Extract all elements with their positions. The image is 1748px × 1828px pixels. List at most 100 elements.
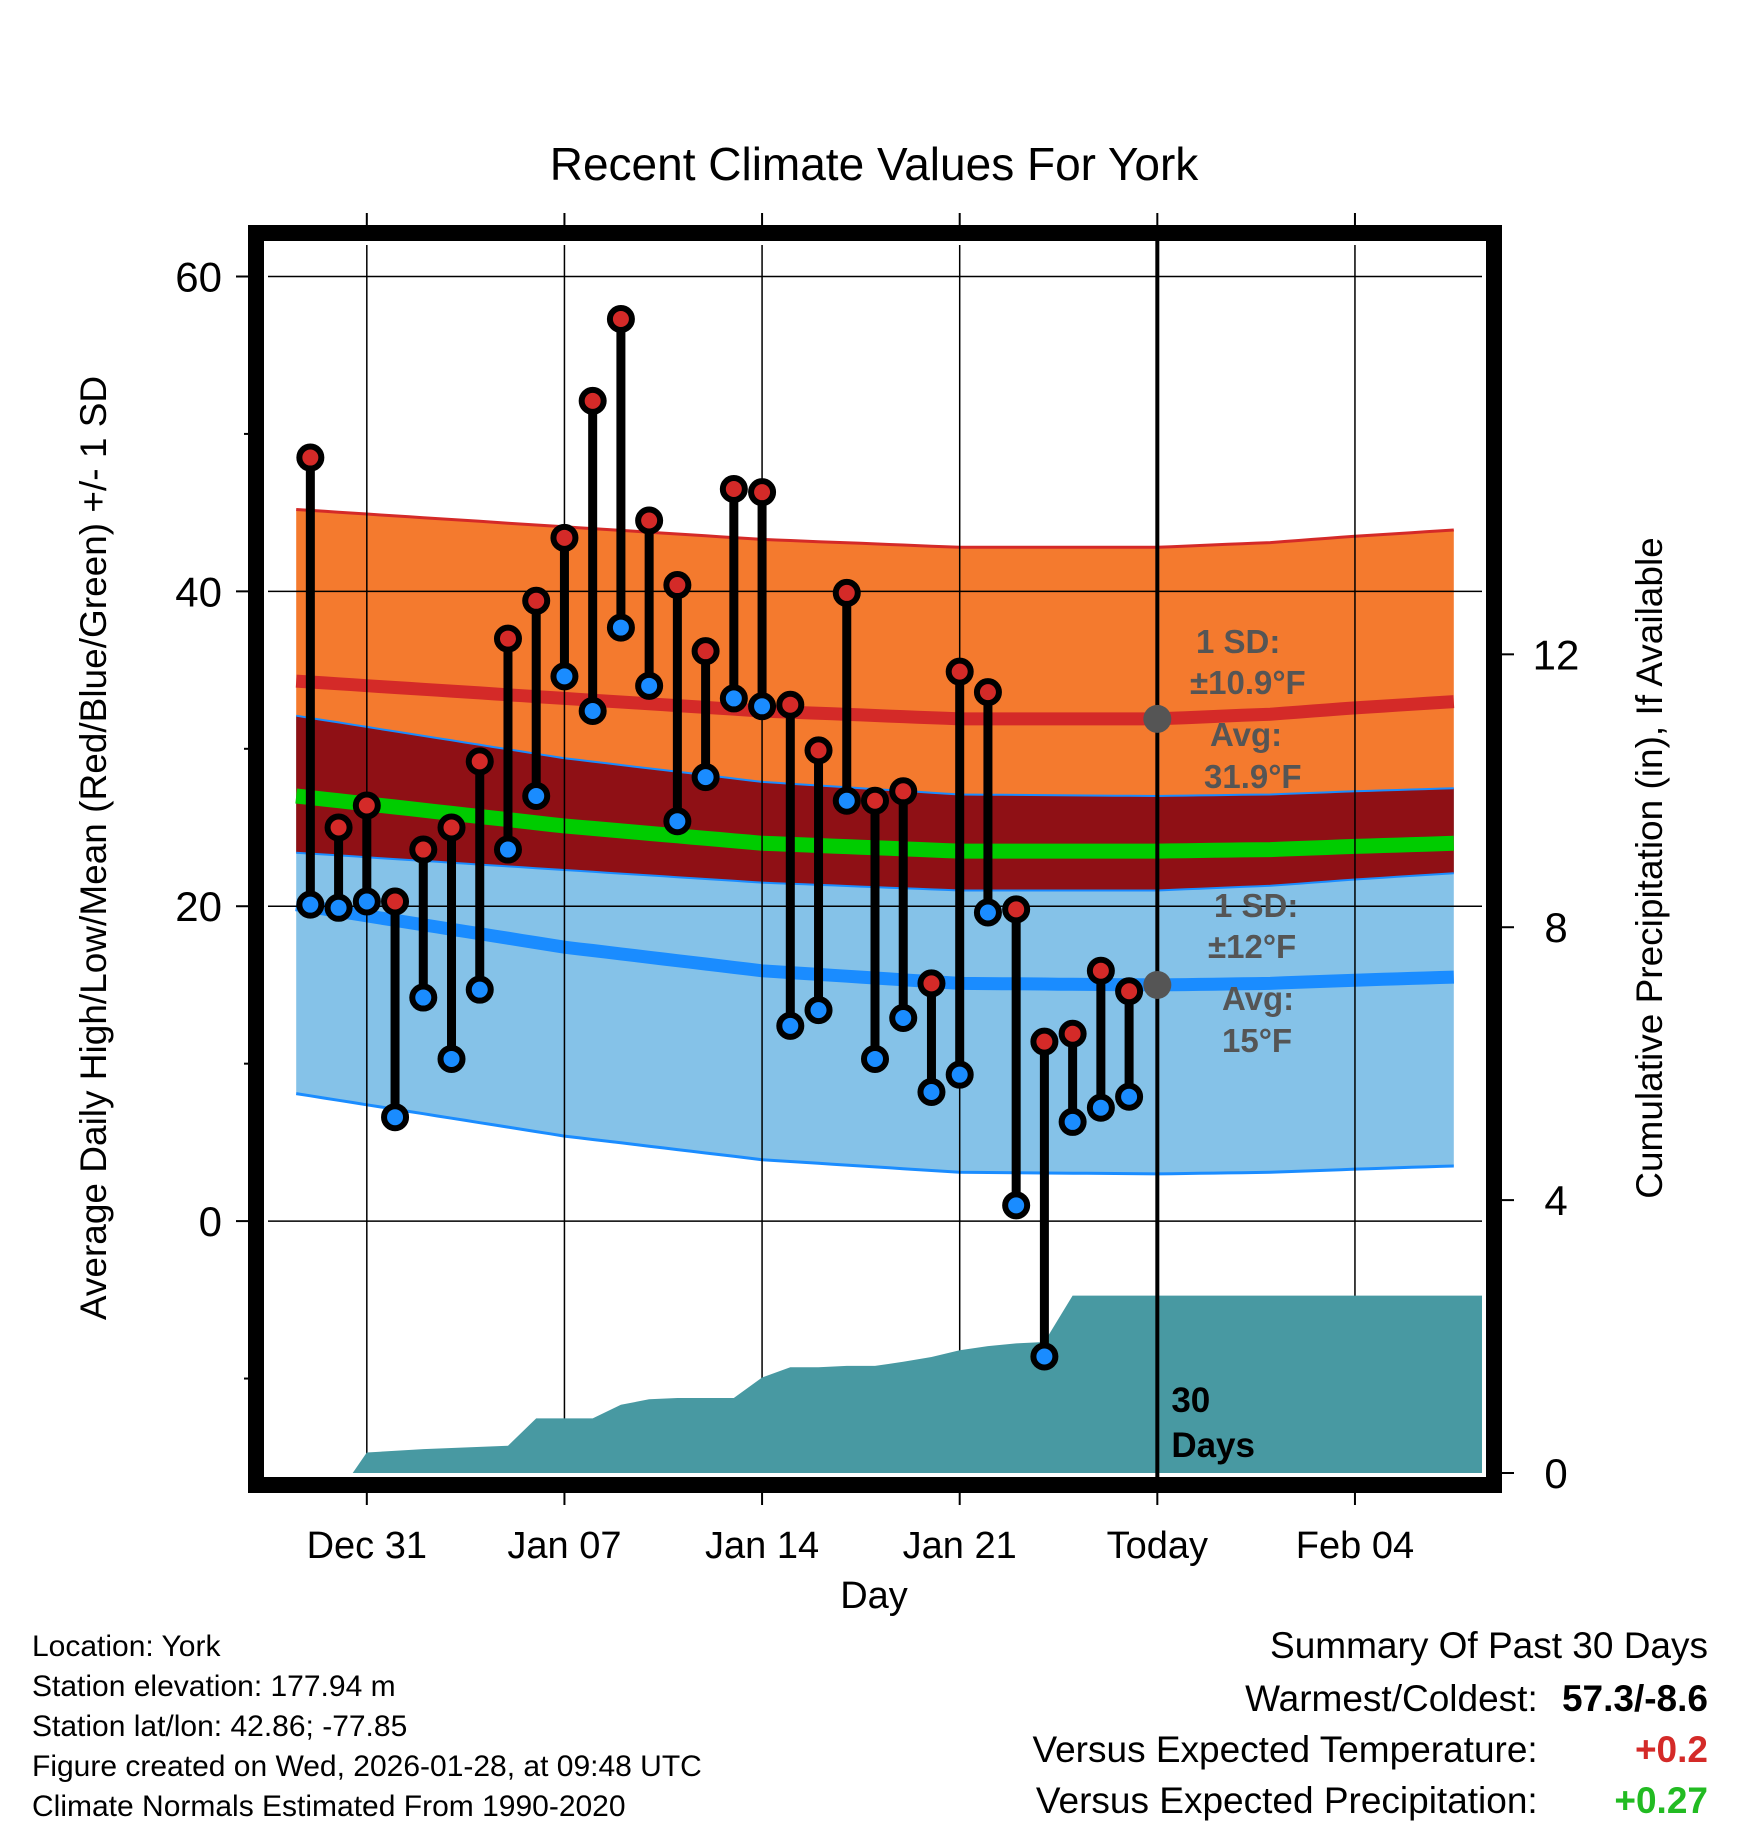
info-latlon: Station lat/lon: 42.86; -77.85 — [32, 1710, 408, 1743]
observed-high-point — [635, 506, 664, 535]
high-sd-title: 1 SD: — [1196, 623, 1280, 660]
observed-high-point — [606, 304, 635, 333]
observed-low-point — [973, 898, 1002, 927]
observed-high-point — [776, 690, 805, 719]
observed-high-point — [493, 624, 522, 653]
observed-high-point — [1058, 1019, 1087, 1048]
info-normals: Climate Normals Estimated From 1990-2020 — [32, 1790, 626, 1823]
observed-high-point — [1086, 956, 1115, 985]
high-avg-value: 31.9°F — [1204, 758, 1302, 795]
y2-axis-label: Cumulative Precipitation (in), If Availa… — [1629, 537, 1670, 1199]
observed-high-point — [324, 813, 353, 842]
observed-high-point — [804, 736, 833, 765]
summary-warmest-value: 57.3/-8.6 — [1561, 1678, 1708, 1719]
observed-low-point — [663, 807, 692, 836]
high-avg-title: Avg: — [1210, 716, 1282, 753]
summary-warmest-label: Warmest/Coldest: — [1245, 1678, 1538, 1719]
cumulative-precip-area — [296, 1295, 1483, 1473]
observed-high-point — [861, 786, 889, 815]
observed-low-point — [493, 835, 522, 864]
observed-low-point — [1086, 1093, 1115, 1122]
low-avg-value: 15°F — [1222, 1022, 1292, 1059]
low-avg-title: Avg: — [1222, 980, 1294, 1017]
observed-high-point — [691, 637, 720, 666]
observed-low-point — [945, 1060, 974, 1089]
y-axis-label: Average Daily High/Low/Mean (Red/Blue/Gr… — [73, 376, 114, 1320]
summary-panel: Summary Of Past 30 Days Warmest/Coldest:… — [808, 1620, 1708, 1826]
summary-precip-label: Versus Expected Precipitation: — [1035, 1780, 1538, 1821]
observed-series — [296, 304, 1144, 1371]
axes: 0 20 40 60 0 4 8 12 Dec 31 Jan 07 Jan 14 Jan 21 Toda… — [175, 213, 1579, 1567]
x-tick-label: Today — [1107, 1525, 1208, 1567]
observed-low-point — [409, 983, 438, 1012]
info-location: Location: York — [32, 1630, 221, 1663]
high-upper-edge — [296, 508, 1454, 549]
observed-low-point — [578, 697, 607, 726]
climate-chart: Recent Climate Values For York 30 Days 1 … — [73, 138, 1670, 1617]
observed-high-point — [1115, 977, 1144, 1006]
today-days-number: 30 — [1171, 1381, 1210, 1420]
high-avg-marker — [1143, 704, 1172, 733]
observed-high-point — [437, 813, 466, 842]
y-tick-label: 40 — [175, 568, 222, 615]
observed-high-point — [522, 586, 551, 615]
low-lower-edge — [295, 1092, 1454, 1176]
summary-precip-row: Versus Expected Precipitation: +0.27 — [808, 1775, 1708, 1826]
observed-low-point — [1030, 1342, 1059, 1371]
summary-temp-row: Versus Expected Temperature: +0.2 — [808, 1724, 1708, 1775]
observed-low-point — [550, 662, 579, 691]
observed-high-point — [1002, 895, 1031, 924]
observed-high-point — [296, 443, 325, 472]
x-axis-label: Day — [840, 1575, 908, 1617]
observed-high-point — [381, 887, 410, 916]
observed-low-point — [889, 1004, 918, 1033]
observed-low-point — [465, 975, 494, 1004]
observed-high-point — [917, 969, 946, 998]
summary-temp-value: +0.2 — [1634, 1729, 1708, 1770]
low-avg-marker — [1143, 970, 1172, 999]
observed-low-point — [861, 1044, 889, 1073]
normals-annotations: 1 SD: ±10.9°F Avg: 31.9°F 1 SD: ±12°F Avg: 15°F — [1143, 623, 1306, 1059]
precipitation-area: 30 Days — [296, 233, 1483, 1485]
observed-high-point — [973, 678, 1002, 707]
x-tick-label: Feb 04 — [1296, 1525, 1414, 1567]
info-created: Figure created on Wed, 2026-01-28, at 09… — [32, 1750, 702, 1783]
observed-high-point — [719, 475, 748, 504]
chart-title: Recent Climate Values For York — [550, 138, 1200, 190]
observed-low-point — [635, 671, 664, 700]
observed-low-point — [917, 1078, 946, 1107]
observed-low-point — [832, 786, 861, 815]
low-sd-title: 1 SD: — [1214, 887, 1298, 924]
observed-low-point — [352, 887, 381, 916]
y2-tick-label: 12 — [1533, 631, 1580, 678]
observed-low-point — [606, 613, 635, 642]
summary-precip-value: +0.27 — [1614, 1780, 1708, 1821]
observed-low-point — [691, 763, 720, 792]
observed-low-point — [1058, 1107, 1087, 1136]
observed-low-point — [324, 893, 353, 922]
y-tick-label: 20 — [175, 883, 222, 930]
observed-high-point — [748, 478, 777, 507]
observed-low-point — [748, 692, 777, 721]
today-days-word: Days — [1171, 1426, 1255, 1465]
observed-high-point — [352, 791, 381, 820]
x-tick-label: Jan 14 — [705, 1525, 819, 1567]
summary-warmest-row: Warmest/Coldest: 57.3/-8.6 — [808, 1673, 1708, 1724]
observed-high-point — [832, 578, 861, 607]
low-sd-value: ±12°F — [1208, 928, 1296, 965]
observed-low-point — [381, 1103, 410, 1132]
y2-tick-label: 0 — [1544, 1450, 1567, 1497]
y-tick-label: 0 — [199, 1198, 222, 1245]
summary-temp-label: Versus Expected Temperature: — [1032, 1729, 1538, 1770]
high-sd-value: ±10.9°F — [1190, 664, 1306, 701]
observed-high-point — [663, 571, 692, 600]
observed-low-point — [437, 1044, 466, 1073]
y2-tick-label: 4 — [1544, 1177, 1567, 1224]
observed-low-point — [522, 782, 551, 811]
station-info: Location: York Station elevation: 177.94… — [32, 1627, 702, 1827]
observed-low-point — [1002, 1191, 1031, 1220]
normal-high-line — [295, 674, 1455, 726]
observed-low-point — [719, 684, 748, 713]
info-elevation: Station elevation: 177.94 m — [32, 1670, 396, 1703]
x-tick-label: Dec 31 — [307, 1525, 427, 1567]
